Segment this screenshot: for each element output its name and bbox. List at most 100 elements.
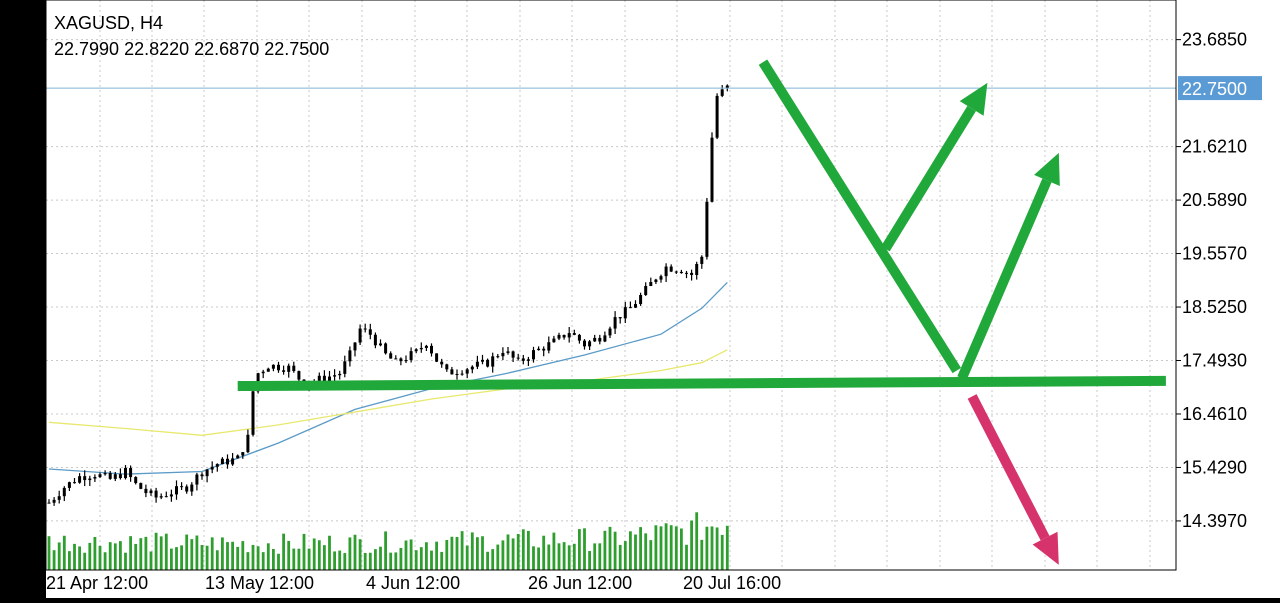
volume-bar [379, 546, 382, 570]
volume-bar [430, 550, 433, 570]
arrow-head[interactable] [1032, 531, 1059, 565]
candle-body [567, 333, 571, 338]
candle-body [424, 345, 428, 348]
candle-body [129, 467, 133, 478]
candle-body [572, 333, 576, 335]
volume-bar [185, 534, 189, 570]
volume-bar [180, 545, 183, 570]
candle-body [455, 373, 459, 375]
candle-body [486, 359, 490, 367]
volume-bar [700, 539, 704, 570]
candle-body [98, 474, 102, 478]
candle-body [333, 375, 337, 377]
volume-bar [170, 548, 173, 570]
volume-bar [200, 545, 204, 570]
time-tick-label: 20 Jul 16:00 [683, 573, 781, 593]
price-tick-label: 19.5570 [1182, 244, 1247, 264]
candle-body [47, 502, 51, 504]
candle-body [113, 474, 117, 479]
candle-body [588, 341, 592, 347]
candle-body [348, 350, 352, 362]
price-tick-label: 20.5890 [1182, 190, 1247, 210]
arrow-shaft[interactable] [881, 105, 976, 252]
candle-body [220, 458, 224, 465]
candle-body [292, 365, 296, 372]
arrow-head[interactable] [1034, 152, 1060, 186]
candle-body [78, 476, 82, 483]
volume-bar [496, 544, 500, 570]
candle-body [353, 342, 357, 351]
candle-body [654, 279, 658, 283]
plot-area[interactable] [46, 0, 1176, 570]
volume-bar [266, 543, 270, 570]
volume-bar [664, 523, 668, 570]
candle-body [195, 474, 199, 485]
volume-bar [338, 550, 342, 570]
volume-bar [73, 543, 76, 570]
volume-bar [639, 527, 642, 570]
volume-bar [205, 545, 209, 570]
volume-bar [389, 552, 393, 570]
arrow-shaft[interactable] [957, 178, 1052, 381]
candle-body [700, 256, 704, 264]
volume-bar [695, 512, 699, 570]
candle-body [537, 348, 541, 351]
volume-bar [317, 540, 321, 570]
candle-body [180, 486, 184, 488]
volume-bar [552, 532, 556, 570]
current-price-badge [1178, 76, 1262, 101]
candle-body [613, 317, 617, 329]
volume-bar [358, 539, 362, 570]
candle-body [271, 364, 275, 369]
volume-bar [78, 546, 81, 570]
candle-body [552, 338, 556, 343]
volume-bar [511, 538, 515, 570]
volume-bar [134, 543, 138, 570]
trend-line[interactable] [758, 59, 962, 374]
time-axis-labels: 21 Apr 12:00 13 May 12:00 4 Jun 12:00 26 Ju… [46, 573, 781, 593]
volume-bar [88, 542, 92, 570]
volume-bar [215, 550, 219, 570]
trend-line[interactable] [237, 375, 1166, 392]
volume-bar [593, 543, 597, 570]
candle-body [435, 353, 439, 362]
candle-body [93, 477, 97, 479]
candle-body [226, 458, 229, 465]
candle-body [639, 295, 643, 305]
candle-body [450, 369, 454, 375]
chart-symbol-title: XAGUSD, H4 [54, 13, 163, 33]
candle-body [67, 482, 71, 488]
candle-body [394, 358, 398, 360]
arrow-shaft[interactable] [967, 394, 1050, 541]
candle-body [583, 340, 586, 347]
candle-body [404, 360, 408, 362]
volume-bar [669, 525, 673, 570]
candle-body [491, 356, 495, 367]
volume-bar [57, 542, 61, 570]
time-tick-label: 21 Apr 12:00 [46, 573, 148, 593]
volume-bar [598, 543, 602, 570]
volume-bar [190, 539, 194, 570]
volume-bar [62, 535, 66, 570]
candle-body [634, 304, 637, 308]
volume-bar [435, 541, 438, 570]
candle-body [154, 490, 158, 498]
candle-body [679, 271, 683, 274]
volume-bar [414, 550, 418, 570]
volume-bar [491, 549, 495, 570]
volume-bar [725, 525, 729, 570]
volume-bar [52, 550, 56, 570]
candle-body [164, 496, 168, 498]
arrow-head[interactable] [959, 82, 988, 116]
candle-body [526, 359, 530, 361]
price-axis-labels: 23.6850 21.6210 20.5890 19.5570 18.5250 17.49… [1176, 30, 1247, 531]
volume-bar [705, 526, 709, 570]
time-axis[interactable] [46, 570, 1280, 598]
volume-bar [685, 544, 688, 570]
candle-body [384, 343, 388, 354]
time-tick-label: 4 Jun 12:00 [366, 573, 460, 593]
candle-body [623, 307, 627, 319]
candle-body [521, 358, 525, 361]
